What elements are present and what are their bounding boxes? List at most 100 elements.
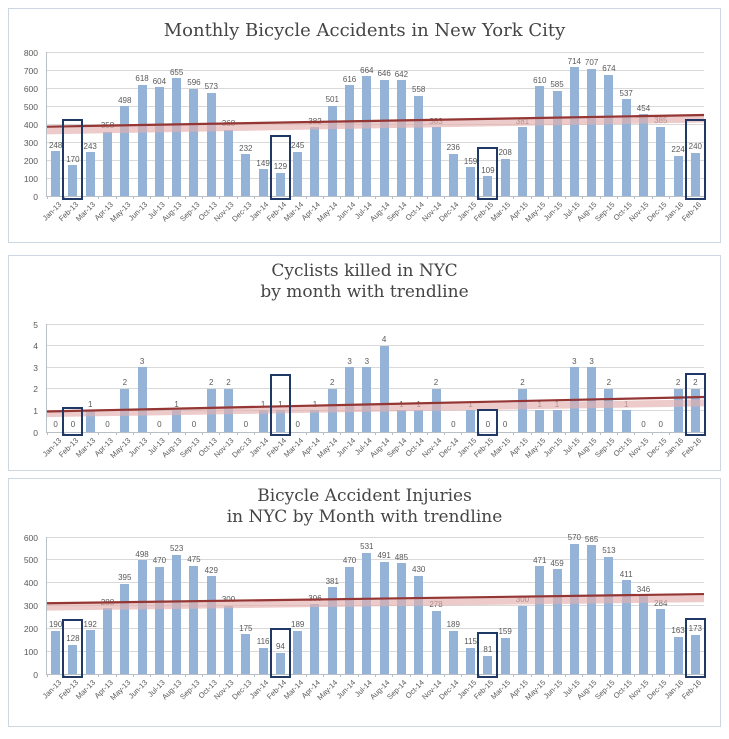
y-axis: 0 100 200 300 400 500 600 xyxy=(9,533,43,680)
bar-Dec-13 xyxy=(241,154,251,196)
x-axis-tick xyxy=(253,674,255,677)
bar-value-label: 2 xyxy=(520,378,525,388)
y-tick-label: 4 xyxy=(33,341,38,352)
trendline-band xyxy=(46,595,705,611)
bar-value-label: 109 xyxy=(481,165,495,175)
bar-Jan-14 xyxy=(258,169,268,196)
bar-value-label: 4 xyxy=(381,335,387,345)
bar-value-label: 0 xyxy=(105,420,110,429)
bar-May-14 xyxy=(327,587,337,674)
bar-Jan-15 xyxy=(466,647,476,674)
bar-Jul-13 xyxy=(154,566,164,674)
bar-value-label: 707 xyxy=(584,58,599,68)
bar-Dec-13 xyxy=(241,634,251,674)
bar-Jul-14 xyxy=(362,76,372,196)
y-tick-label: 0 xyxy=(33,191,38,202)
bar-value-label: 558 xyxy=(412,85,426,95)
bar-value-label: 2 xyxy=(675,378,681,388)
bar-Feb-16 xyxy=(690,388,700,432)
bar-value-label: 714 xyxy=(567,56,581,66)
bar-May-13 xyxy=(120,106,130,196)
highlight-box-Feb-16 xyxy=(684,372,706,436)
x-axis-tick xyxy=(323,196,325,199)
bar-value-label: 429 xyxy=(204,565,218,575)
bar-value-label: 3 xyxy=(364,356,370,366)
chart-title: Monthly Bicycle Accidents in New York Ci… xyxy=(9,9,720,43)
y-tick-label: 5 xyxy=(33,319,38,330)
bar-Dec-15 xyxy=(656,609,666,674)
bar-value-label: 0 xyxy=(70,420,76,429)
bar-value-label: 2 xyxy=(122,378,128,388)
bar-value-label: 3 xyxy=(347,356,352,366)
bar-value-label: 0 xyxy=(295,420,300,429)
bar-Jan-16 xyxy=(673,155,683,196)
bar-Jan-15 xyxy=(466,410,476,432)
x-axis-tick xyxy=(375,196,376,199)
bar-value-label: 128 xyxy=(66,634,80,644)
x-axis-tick xyxy=(582,674,584,677)
bar-value-label: 573 xyxy=(204,82,218,92)
x-axis-tick xyxy=(132,432,134,435)
gridline xyxy=(47,559,704,561)
x-axis-tick xyxy=(184,196,186,199)
x-axis-tick xyxy=(184,674,186,677)
bar-Sep-15 xyxy=(604,388,614,432)
chart-title-line: Monthly Bicycle Accidents in New York Ci… xyxy=(163,20,566,41)
bar-Jun-15 xyxy=(552,410,562,432)
bar-Mar-13 xyxy=(85,410,95,432)
x-axis-tick xyxy=(357,432,359,435)
x-axis-tick xyxy=(668,674,670,677)
trendline-layer xyxy=(46,592,705,611)
trendline-band xyxy=(46,399,705,418)
bar-value-label: 189 xyxy=(291,620,305,630)
bar-value-label: 513 xyxy=(602,546,616,556)
x-axis-tick xyxy=(409,674,411,677)
bar-value-label: 1 xyxy=(87,399,93,409)
x-axis-tick xyxy=(236,432,238,435)
bar-Jan-14 xyxy=(258,647,268,674)
chart-title: Cyclists killed in NYC by month with tre… xyxy=(9,256,720,304)
x-axis-tick xyxy=(98,432,100,435)
x-axis-tick xyxy=(668,432,670,435)
plot-area: 2481702433584986186046555965733682321491… xyxy=(46,51,706,200)
x-axis-tick xyxy=(634,196,636,199)
bar-Sep-15 xyxy=(604,74,614,196)
bar-value-label: 81 xyxy=(483,645,493,655)
y-tick-label: 500 xyxy=(23,555,38,566)
bar-value-label: 94 xyxy=(275,642,285,652)
bar-Mar-13 xyxy=(85,152,95,196)
bar-Feb-14 xyxy=(275,652,285,674)
bar-value-label: 498 xyxy=(118,95,132,105)
bar-value-label: 236 xyxy=(446,143,460,153)
plot-area: 1901281922883954984705234754293001751169… xyxy=(46,533,706,678)
plot-area: 00102301022011012334112010021133210022 xyxy=(46,323,706,436)
gridline xyxy=(47,323,704,325)
x-tick-label-text: Jun-14 xyxy=(334,678,357,701)
bar-value-label: 610 xyxy=(533,75,547,85)
y-tick-label: 600 xyxy=(23,532,38,543)
bar-Oct-14 xyxy=(414,575,424,674)
x-axis-tick xyxy=(98,674,100,677)
bar-value-label: 1 xyxy=(174,399,179,409)
bar-value-label: 2 xyxy=(433,378,439,388)
bar-value-label: 655 xyxy=(169,67,184,77)
bar-value-label: 664 xyxy=(360,65,374,75)
x-axis-tick xyxy=(426,674,428,677)
bar-value-label: 0 xyxy=(53,420,58,429)
gridline xyxy=(47,366,704,368)
bar-Aug-15 xyxy=(587,68,597,196)
bar-value-label: 498 xyxy=(135,549,149,559)
bar-value-label: 192 xyxy=(83,619,97,629)
bar-value-label: 470 xyxy=(342,556,357,566)
x-axis-tick xyxy=(202,432,204,435)
y-tick-label: 1 xyxy=(33,405,38,416)
bar-Feb-14 xyxy=(275,172,285,196)
bar-Mar-14 xyxy=(293,630,303,674)
bar-value-label: 189 xyxy=(446,620,460,630)
bar-May-14 xyxy=(327,105,337,196)
bar-value-label: 395 xyxy=(118,573,132,583)
bar-Jun-13 xyxy=(137,367,147,432)
bar-Jul-14 xyxy=(362,367,372,432)
bar-value-label: 115 xyxy=(464,637,477,647)
bar-value-label: 3 xyxy=(572,356,577,366)
